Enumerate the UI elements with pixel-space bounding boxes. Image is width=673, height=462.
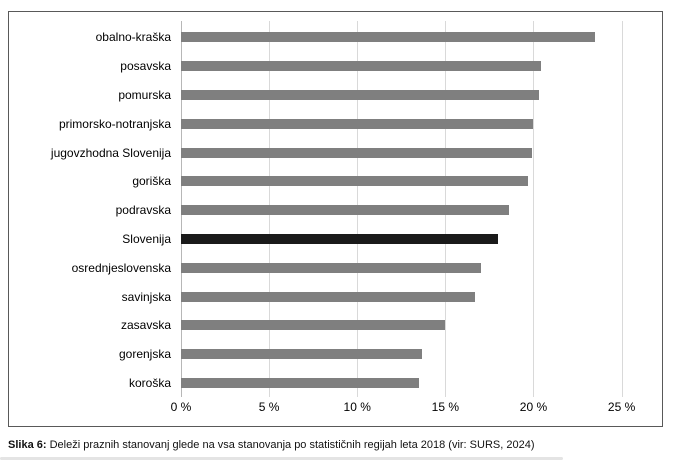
bar-track xyxy=(181,109,660,138)
bar xyxy=(181,118,534,129)
bar-track xyxy=(181,311,660,340)
x-tick-label: 25 % xyxy=(607,400,636,414)
category-label: obalno-kraška xyxy=(95,30,171,45)
bar xyxy=(181,349,423,360)
bar xyxy=(181,377,419,388)
x-tick-label: 5 % xyxy=(258,400,280,414)
category-label: posavska xyxy=(120,59,171,74)
bar-track xyxy=(181,369,660,398)
bar-row: obalno-kraška xyxy=(9,23,660,52)
bar-track xyxy=(181,225,660,254)
bar xyxy=(181,89,539,100)
bar xyxy=(181,32,596,43)
bar xyxy=(181,147,532,158)
bar xyxy=(181,61,541,72)
x-tick-label: 0 % xyxy=(170,400,192,414)
bar xyxy=(181,176,529,187)
bar-track xyxy=(181,167,660,196)
bar xyxy=(181,205,509,216)
bar-row: goriška xyxy=(9,167,660,196)
bar-track xyxy=(181,196,660,225)
bar-track xyxy=(181,52,660,81)
category-label: zasavska xyxy=(120,318,171,333)
figure-caption: Slika 6: Deleži praznih stanovanj glede … xyxy=(8,438,668,452)
category-label: Slovenija xyxy=(122,231,171,246)
category-label: savinjska xyxy=(121,289,171,304)
bar-row: gorenjska xyxy=(9,340,660,369)
category-label: pomurska xyxy=(118,87,171,102)
x-tick-label: 20 % xyxy=(519,400,548,414)
category-label: goriška xyxy=(132,174,171,189)
bar-row: koroška xyxy=(9,369,660,398)
bar-track xyxy=(181,81,660,110)
bar-track xyxy=(181,23,660,52)
chart-figure: obalno-kraška posavska pomurska primorsko-n… xyxy=(8,11,663,427)
scan-artifact-line xyxy=(0,457,563,460)
bar-track xyxy=(181,253,660,282)
bar-track xyxy=(181,282,660,311)
bar-track xyxy=(181,340,660,369)
bar-row: pomurska xyxy=(9,81,660,110)
bar-row: zasavska xyxy=(9,311,660,340)
gridline xyxy=(533,21,535,397)
bar-row: osrednjeslovenska xyxy=(9,253,660,282)
category-label: osrednjeslovenska xyxy=(71,260,171,275)
category-label: primorsko-notranjska xyxy=(58,116,171,131)
category-label: podravska xyxy=(115,203,171,218)
category-label: koroška xyxy=(128,375,171,390)
bar-rows: obalno-kraška posavska pomurska primorsko-n… xyxy=(9,23,660,397)
figure-caption-text: Deleži praznih stanovanj glede na vsa st… xyxy=(49,439,535,451)
bar xyxy=(181,291,476,302)
bar-track xyxy=(181,138,660,167)
x-tick-label: 15 % xyxy=(431,400,460,414)
gridline xyxy=(621,21,623,397)
category-label: gorenjska xyxy=(118,347,171,362)
bar-row: podravska xyxy=(9,196,660,225)
bar-row: savinjska xyxy=(9,282,660,311)
bar xyxy=(181,262,481,273)
bar xyxy=(181,320,446,331)
x-tick-label: 10 % xyxy=(343,400,371,414)
bar-row: posavska xyxy=(9,52,660,81)
figure-caption-prefix: Slika 6: xyxy=(8,439,47,451)
bar-highlight xyxy=(181,233,499,244)
bar-row: primorsko-notranjska xyxy=(9,109,660,138)
bar-row: jugovzhodna Slovenija xyxy=(9,138,660,167)
category-label: jugovzhodna Slovenija xyxy=(50,145,171,160)
bar-row: Slovenija xyxy=(9,225,660,254)
